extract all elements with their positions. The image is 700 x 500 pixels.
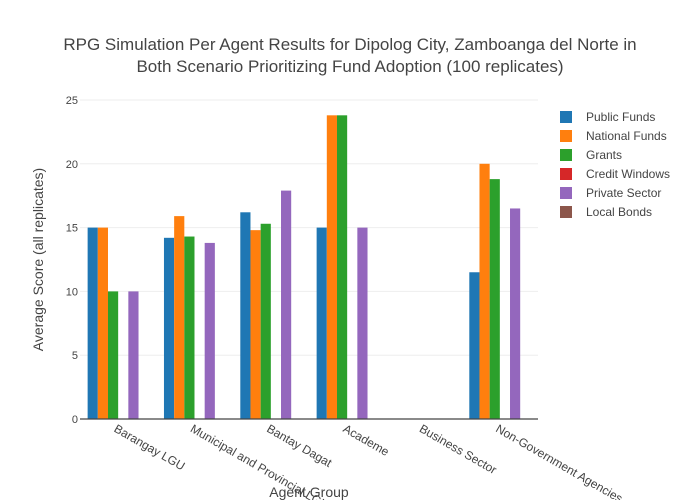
y-tick-label: 0 [72, 414, 78, 426]
bar [479, 163, 490, 419]
legend-label: National Funds [586, 128, 667, 143]
bar [316, 227, 327, 419]
bar [336, 115, 348, 419]
legend-swatch [560, 186, 572, 199]
y-tick-label: 10 [66, 286, 78, 298]
chart-legend[interactable]: Public Funds National Funds Grants Credit W… [560, 107, 670, 221]
bar [87, 227, 98, 419]
bar [204, 242, 215, 419]
y-tick-label: 25 [66, 95, 78, 107]
y-tick-label: 20 [66, 159, 78, 171]
y-tick-label: 15 [66, 223, 78, 235]
legend-label: Credit Windows [586, 166, 671, 181]
bar [326, 115, 337, 419]
bar [97, 227, 108, 419]
legend-label: Public Funds [586, 109, 656, 124]
x-tick-label: Bantay Dagat [264, 421, 335, 470]
x-tick-label: Barangay LGU [112, 421, 188, 473]
bar [260, 223, 271, 419]
bar [250, 230, 261, 419]
bar [357, 227, 368, 419]
x-tick-label: Business Sector [417, 421, 499, 476]
legend-swatch [560, 110, 572, 123]
bar [510, 208, 521, 419]
chart-title-line2: Both Scenario Prioritizing Fund Adoption… [136, 57, 564, 76]
legend-item[interactable]: Grants [560, 145, 670, 164]
legend-swatch [560, 205, 572, 218]
bar [469, 272, 480, 419]
bar [281, 190, 292, 419]
legend-swatch [560, 129, 572, 142]
legend-item[interactable]: National Funds [560, 126, 670, 145]
legend-label: Local Bonds [586, 204, 653, 219]
bar [184, 236, 195, 419]
x-tick-label: Non-Government Agencies [493, 421, 625, 500]
bar [163, 237, 175, 419]
legend-label: Private Sector [586, 185, 662, 200]
x-tick-label: Academe [341, 421, 392, 459]
y-axis-title: Average Score (all replicates) [30, 168, 46, 351]
legend-item[interactable]: Private Sector [560, 183, 670, 202]
x-axis-title: Agent Group [269, 484, 349, 500]
y-tick-label: 5 [72, 350, 78, 362]
bar [107, 291, 119, 419]
bar [174, 216, 185, 419]
bar [240, 212, 251, 419]
bar [128, 291, 139, 419]
legend-swatch [560, 148, 572, 161]
chart-title-line1: RPG Simulation Per Agent Results for Dip… [63, 35, 637, 54]
legend-swatch [560, 167, 572, 180]
legend-item[interactable]: Credit Windows [560, 164, 670, 183]
legend-item[interactable]: Public Funds [560, 107, 670, 126]
chart-title: RPG Simulation Per Agent Results for Dip… [0, 34, 700, 78]
bar [489, 179, 500, 419]
legend-item[interactable]: Local Bonds [560, 202, 670, 221]
legend-label: Grants [586, 147, 623, 162]
